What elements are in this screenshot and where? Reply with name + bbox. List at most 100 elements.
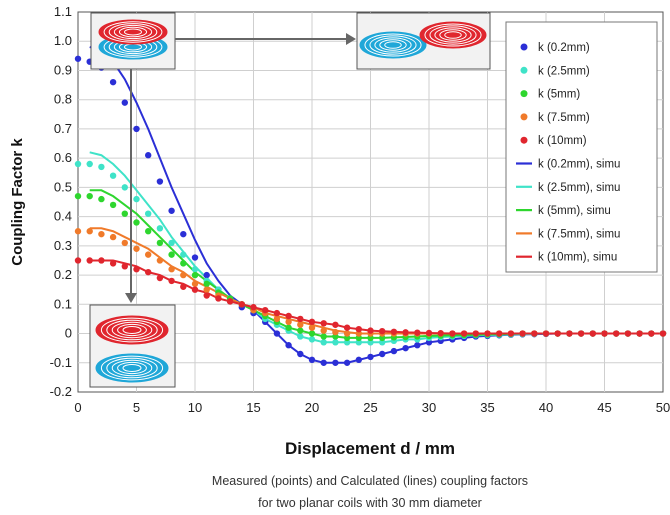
data-point <box>203 292 210 299</box>
data-point <box>390 347 398 355</box>
data-point <box>332 339 339 346</box>
data-point <box>121 184 128 191</box>
data-point <box>379 334 386 342</box>
data-point <box>98 257 105 264</box>
data-point <box>390 328 398 335</box>
data-point <box>156 239 164 247</box>
legend-swatch-point <box>520 43 528 51</box>
series-points <box>74 257 667 337</box>
data-point <box>355 339 362 346</box>
data-point <box>402 329 409 336</box>
legend-label: k (7.5mm), simu <box>538 228 620 240</box>
coil-ring <box>374 37 412 53</box>
data-point <box>191 254 199 261</box>
data-point <box>168 239 175 247</box>
data-point <box>542 330 550 337</box>
data-point <box>145 228 152 235</box>
data-point <box>308 330 316 337</box>
x-tick-label: 50 <box>656 400 670 415</box>
data-point <box>343 359 351 366</box>
data-point <box>414 329 421 336</box>
coil-icon <box>98 19 168 45</box>
y-tick-label: 0.9 <box>54 62 72 77</box>
data-point <box>98 195 105 203</box>
data-point <box>449 330 456 337</box>
data-point <box>168 266 175 273</box>
coil-ring <box>379 39 407 51</box>
data-point <box>320 327 327 334</box>
data-point <box>133 266 140 273</box>
data-point <box>589 330 596 337</box>
data-point <box>636 330 643 337</box>
data-point <box>168 207 175 214</box>
data-point <box>109 201 117 209</box>
coil-icon <box>95 353 169 383</box>
y-axis-title: Coupling Factor k <box>9 138 26 266</box>
x-tick-label: 20 <box>305 400 319 415</box>
inset-aligned-bottom <box>89 304 176 388</box>
data-point <box>156 257 164 264</box>
coil-ring <box>117 323 147 337</box>
data-point <box>180 230 187 238</box>
data-point <box>121 210 128 217</box>
data-point <box>332 359 339 366</box>
legend-label: k (2.5mm), simu <box>538 182 620 194</box>
legend-label: k (5mm), simu <box>538 205 611 217</box>
data-point <box>367 353 374 361</box>
legend-label: k (0.2mm), simu <box>538 159 620 171</box>
data-point <box>74 257 82 264</box>
y-tick-label: 0 <box>65 326 72 341</box>
data-point <box>121 239 128 247</box>
y-tick-label: 0.8 <box>54 92 72 107</box>
y-tick-label: -0.2 <box>50 384 72 399</box>
data-point <box>519 330 526 337</box>
data-point <box>297 315 304 323</box>
data-point <box>180 271 187 279</box>
coil-ring <box>424 23 482 47</box>
data-point <box>601 330 608 337</box>
x-tick-label: 40 <box>539 400 553 415</box>
arrows <box>125 33 356 303</box>
x-axis-ticks: 0 5 10 15 20 25 30 35 40 45 50 <box>74 400 670 415</box>
data-point <box>86 192 93 200</box>
data-point <box>460 330 468 337</box>
legend-swatch-point <box>520 90 528 98</box>
arrowhead-down <box>125 293 137 303</box>
coil-ring <box>384 41 402 49</box>
data-point <box>145 251 152 258</box>
y-tick-label: -0.1 <box>50 355 72 370</box>
coil-ring <box>434 27 472 43</box>
coil-ring <box>444 31 462 39</box>
legend-swatch-point <box>520 113 528 121</box>
inset-shifted <box>356 12 491 70</box>
data-point <box>414 342 421 349</box>
data-point <box>145 268 152 276</box>
data-point <box>285 324 292 331</box>
data-point <box>273 330 281 337</box>
data-point <box>156 178 164 185</box>
data-point <box>472 330 479 337</box>
data-point <box>238 301 245 308</box>
coil-ring <box>113 24 153 40</box>
legend-label: k (5mm) <box>538 89 580 101</box>
data-point <box>379 339 386 346</box>
legend-label: k (10mm), simu <box>538 252 617 264</box>
data-point <box>191 280 199 288</box>
y-axis-ticks: -0.2 -0.1 0 0.1 0.2 0.3 0.4 0.5 0.6 0.7 0.8 0.9 1.0 1… <box>50 4 72 399</box>
data-point <box>554 330 561 337</box>
legend-label: k (10mm) <box>538 135 587 147</box>
data-point <box>226 298 234 305</box>
coil-insets <box>89 12 491 388</box>
data-point <box>133 219 140 226</box>
y-tick-label: 0.1 <box>54 296 72 311</box>
data-point <box>367 339 374 346</box>
data-point <box>74 192 82 200</box>
data-point <box>109 78 117 86</box>
data-point <box>98 230 105 238</box>
data-point <box>156 274 164 282</box>
data-point <box>250 304 257 311</box>
y-tick-label: 0.7 <box>54 121 72 136</box>
data-point <box>425 329 433 337</box>
legend-label: k (2.5mm) <box>538 65 590 77</box>
data-point <box>121 263 128 270</box>
